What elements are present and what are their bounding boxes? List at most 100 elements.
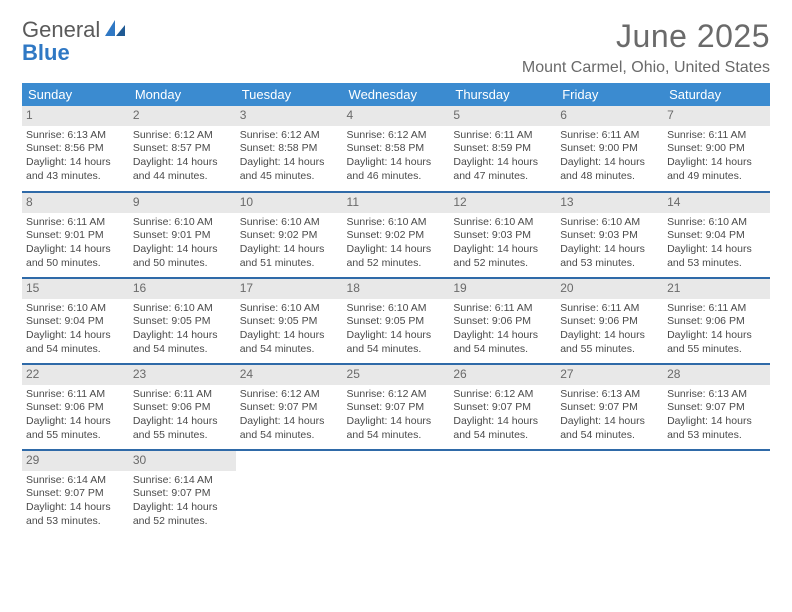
calendar-day-cell: 20Sunrise: 6:11 AMSunset: 9:06 PMDayligh… — [556, 278, 663, 364]
daylight-line: Daylight: 14 hours and 55 minutes. — [560, 329, 659, 356]
calendar-day-cell: 14Sunrise: 6:10 AMSunset: 9:04 PMDayligh… — [663, 192, 770, 278]
day-number: 6 — [556, 106, 663, 126]
day-number: 5 — [449, 106, 556, 126]
sunset-line: Sunset: 9:02 PM — [347, 229, 446, 243]
calendar-day-cell: 3Sunrise: 6:12 AMSunset: 8:58 PMDaylight… — [236, 106, 343, 192]
sunrise-line: Sunrise: 6:14 AM — [133, 474, 232, 488]
sunset-line: Sunset: 9:07 PM — [667, 401, 766, 415]
daylight-line: Daylight: 14 hours and 43 minutes. — [26, 156, 125, 183]
sunrise-line: Sunrise: 6:10 AM — [453, 216, 552, 230]
day-number: 1 — [22, 106, 129, 126]
sunrise-line: Sunrise: 6:12 AM — [347, 388, 446, 402]
day-number: 12 — [449, 193, 556, 213]
day-number: 23 — [129, 365, 236, 385]
location: Mount Carmel, Ohio, United States — [522, 59, 770, 77]
sunset-line: Sunset: 9:06 PM — [26, 401, 125, 415]
daylight-line: Daylight: 14 hours and 44 minutes. — [133, 156, 232, 183]
daylight-line: Daylight: 14 hours and 50 minutes. — [133, 243, 232, 270]
sunset-line: Sunset: 9:07 PM — [347, 401, 446, 415]
daylight-line: Daylight: 14 hours and 52 minutes. — [453, 243, 552, 270]
daylight-line: Daylight: 14 hours and 55 minutes. — [26, 415, 125, 442]
day-number: 9 — [129, 193, 236, 213]
sunset-line: Sunset: 9:04 PM — [667, 229, 766, 243]
sunset-line: Sunset: 9:01 PM — [133, 229, 232, 243]
day-number: 18 — [343, 279, 450, 299]
sunrise-line: Sunrise: 6:10 AM — [560, 216, 659, 230]
calendar-day-cell: 4Sunrise: 6:12 AMSunset: 8:58 PMDaylight… — [343, 106, 450, 192]
daylight-line: Daylight: 14 hours and 54 minutes. — [240, 329, 339, 356]
sunrise-line: Sunrise: 6:10 AM — [347, 216, 446, 230]
calendar-empty-cell — [556, 450, 663, 536]
sunrise-line: Sunrise: 6:13 AM — [667, 388, 766, 402]
calendar-week-row: 8Sunrise: 6:11 AMSunset: 9:01 PMDaylight… — [22, 192, 770, 278]
calendar-week-row: 22Sunrise: 6:11 AMSunset: 9:06 PMDayligh… — [22, 364, 770, 450]
daylight-line: Daylight: 14 hours and 54 minutes. — [347, 415, 446, 442]
sunset-line: Sunset: 9:00 PM — [667, 142, 766, 156]
sunrise-line: Sunrise: 6:12 AM — [240, 129, 339, 143]
calendar-week-row: 29Sunrise: 6:14 AMSunset: 9:07 PMDayligh… — [22, 450, 770, 536]
sunset-line: Sunset: 9:07 PM — [133, 487, 232, 501]
calendar-week-row: 15 Sunrise: 6:10 AMSunset: 9:04 PM Dayligh… — [22, 278, 770, 364]
calendar-week-row: 1Sunrise: 6:13 AMSunset: 8:56 PMDaylight… — [22, 106, 770, 192]
sunrise-line: Sunrise: 6:10 AM — [26, 302, 125, 316]
weekday-header-row: SundayMondayTuesdayWednesdayThursdayFrid… — [22, 83, 770, 106]
sail-icon — [104, 18, 126, 41]
calendar-empty-cell — [663, 450, 770, 536]
daylight-line: Daylight: 14 hours and 55 minutes. — [133, 415, 232, 442]
calendar-empty-cell — [236, 450, 343, 536]
daylight-line: Daylight: 14 hours and 54 minutes. — [453, 415, 552, 442]
sunrise-line: Sunrise: 6:11 AM — [560, 129, 659, 143]
day-number: 27 — [556, 365, 663, 385]
calendar-day-cell: 15Sunrise: 6:10 AMSunset: 9:04 PMDayligh… — [22, 278, 129, 364]
header: General Blue June 2025 Mount Carmel, Ohi… — [22, 18, 770, 77]
daylight-line: Daylight: 14 hours and 54 minutes. — [347, 329, 446, 356]
daylight-line: Daylight: 14 hours and 54 minutes. — [453, 329, 552, 356]
calendar-day-cell: 22Sunrise: 6:11 AMSunset: 9:06 PMDayligh… — [22, 364, 129, 450]
sunset-line: Sunset: 8:58 PM — [347, 142, 446, 156]
sunrise-line: Sunrise: 6:11 AM — [667, 129, 766, 143]
weekday-header: Tuesday — [236, 83, 343, 106]
sunrise-line: Sunrise: 6:11 AM — [453, 129, 552, 143]
day-number: 2 — [129, 106, 236, 126]
calendar-day-cell: 16Sunrise: 6:10 AMSunset: 9:05 PMDayligh… — [129, 278, 236, 364]
sunrise-line: Sunrise: 6:12 AM — [453, 388, 552, 402]
sunrise-line: Sunrise: 6:12 AM — [347, 129, 446, 143]
sunset-line: Sunset: 8:57 PM — [133, 142, 232, 156]
calendar-table: SundayMondayTuesdayWednesdayThursdayFrid… — [22, 83, 770, 536]
calendar-day-cell: 26Sunrise: 6:12 AMSunset: 9:07 PMDayligh… — [449, 364, 556, 450]
sunrise-line: Sunrise: 6:10 AM — [240, 216, 339, 230]
daylight-line: Daylight: 14 hours and 53 minutes. — [667, 243, 766, 270]
daylight-line: Daylight: 14 hours and 54 minutes. — [133, 329, 232, 356]
calendar-day-cell: 7Sunrise: 6:11 AMSunset: 9:00 PMDaylight… — [663, 106, 770, 192]
calendar-day-cell: 8Sunrise: 6:11 AMSunset: 9:01 PMDaylight… — [22, 192, 129, 278]
sunset-line: Sunset: 9:06 PM — [453, 315, 552, 329]
calendar-day-cell: 27Sunrise: 6:13 AMSunset: 9:07 PMDayligh… — [556, 364, 663, 450]
day-number: 24 — [236, 365, 343, 385]
sunrise-line: Sunrise: 6:12 AM — [133, 129, 232, 143]
calendar-day-cell: 25Sunrise: 6:12 AMSunset: 9:07 PMDayligh… — [343, 364, 450, 450]
title-block: June 2025 Mount Carmel, Ohio, United Sta… — [522, 18, 770, 77]
sunrise-line: Sunrise: 6:11 AM — [453, 302, 552, 316]
day-number: 15 — [22, 279, 129, 299]
daylight-line: Daylight: 14 hours and 53 minutes. — [667, 415, 766, 442]
sunset-line: Sunset: 9:04 PM — [26, 315, 125, 329]
daylight-line: Daylight: 14 hours and 46 minutes. — [347, 156, 446, 183]
weekday-header: Monday — [129, 83, 236, 106]
daylight-line: Daylight: 14 hours and 54 minutes. — [240, 415, 339, 442]
daylight-line: Daylight: 14 hours and 50 minutes. — [26, 243, 125, 270]
daylight-line: Daylight: 14 hours and 53 minutes. — [26, 501, 125, 528]
calendar-empty-cell — [449, 450, 556, 536]
day-number: 28 — [663, 365, 770, 385]
calendar-day-cell: 1Sunrise: 6:13 AMSunset: 8:56 PMDaylight… — [22, 106, 129, 192]
sunset-line: Sunset: 9:07 PM — [26, 487, 125, 501]
sunset-line: Sunset: 9:02 PM — [240, 229, 339, 243]
day-number: 16 — [129, 279, 236, 299]
calendar-day-cell: 29Sunrise: 6:14 AMSunset: 9:07 PMDayligh… — [22, 450, 129, 536]
sunset-line: Sunset: 9:07 PM — [453, 401, 552, 415]
sunset-line: Sunset: 8:59 PM — [453, 142, 552, 156]
sunset-line: Sunset: 9:03 PM — [453, 229, 552, 243]
sunset-line: Sunset: 9:05 PM — [240, 315, 339, 329]
calendar-day-cell: 2 Sunrise: 6:12 AMSunset: 8:57 PMDaylight… — [129, 106, 236, 192]
day-number: 30 — [129, 451, 236, 471]
day-number: 11 — [343, 193, 450, 213]
